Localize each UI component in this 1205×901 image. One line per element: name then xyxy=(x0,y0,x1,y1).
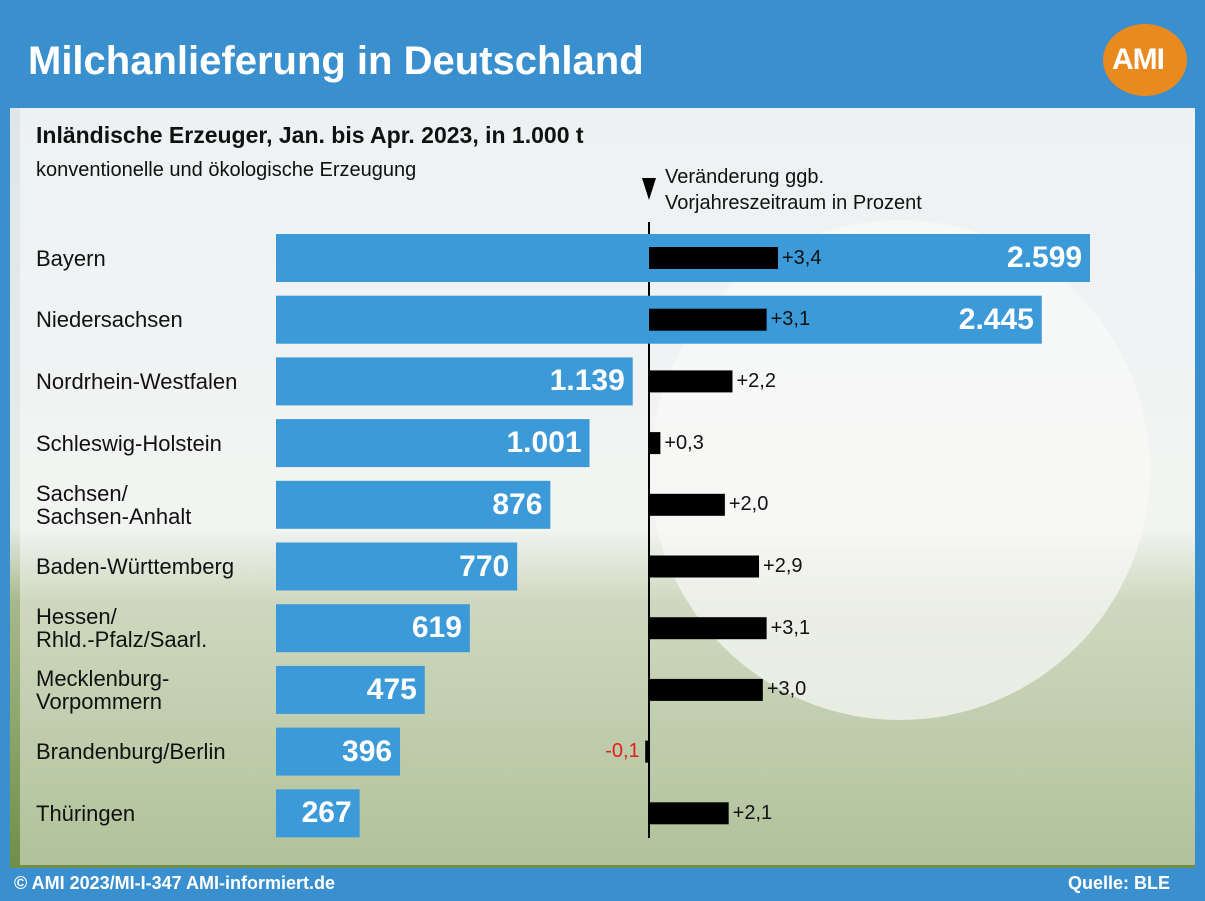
value-label: 1.001 xyxy=(507,427,582,459)
change-label: +3,1 xyxy=(771,618,810,639)
category-label: Schleswig-Holstein xyxy=(36,432,222,455)
value-label: 876 xyxy=(492,489,542,521)
change-label: -0,1 xyxy=(605,741,639,762)
category-label: Mecklenburg- Vorpommern xyxy=(36,667,169,713)
infographic: Milchanlieferung in Deutschland AMI Inländ… xyxy=(0,0,1205,901)
value-label: 267 xyxy=(302,797,352,829)
category-label: Nordrhein-Westfalen xyxy=(36,370,237,393)
change-label: +3,4 xyxy=(782,248,821,269)
category-label: Thüringen xyxy=(36,802,135,825)
change-bar xyxy=(649,679,763,701)
change-label: +0,3 xyxy=(664,433,703,454)
footer: © AMI 2023/MI-I-347 AMI-informiert.de xyxy=(14,874,335,893)
change-bar xyxy=(649,370,732,392)
value-label: 1.139 xyxy=(550,365,625,397)
change-label: Veränderung ggb. Vorjahreszeitraum in Pr… xyxy=(665,164,922,216)
category-label: Niedersachsen xyxy=(36,308,183,331)
category-label: Baden-Württemberg xyxy=(36,555,234,578)
value-label: 619 xyxy=(412,612,462,644)
change-bar xyxy=(649,802,729,824)
change-label: +3,1 xyxy=(771,309,810,330)
change-bar xyxy=(649,247,778,269)
value-label: 770 xyxy=(459,551,509,583)
change-label: +2,2 xyxy=(736,371,775,392)
source: Quelle: BLE xyxy=(1068,874,1170,893)
category-label: Brandenburg/Berlin xyxy=(36,740,226,763)
change-bar xyxy=(649,617,767,639)
value-label: 2.599 xyxy=(1007,242,1082,274)
category-label: Hessen/ Rhld.-Pfalz/Saarl. xyxy=(36,605,207,651)
chart-title: Milchanlieferung in Deutschland xyxy=(28,40,644,82)
value-label: 396 xyxy=(342,736,392,768)
change-label: +3,0 xyxy=(767,679,806,700)
category-label: Bayern xyxy=(36,247,106,270)
change-bar xyxy=(649,309,767,331)
change-label: +2,1 xyxy=(733,803,772,824)
change-label: +2,0 xyxy=(729,494,768,515)
value-label: 475 xyxy=(367,674,417,706)
change-label: +2,9 xyxy=(763,556,802,577)
change-bar xyxy=(649,556,759,578)
value-label: 2.445 xyxy=(959,304,1034,336)
change-bar xyxy=(645,741,649,763)
change-bar xyxy=(649,432,660,454)
logo: AMI xyxy=(1112,44,1164,76)
subtitle: Inländische Erzeuger, Jan. bis Apr. 2023… xyxy=(36,123,584,147)
change-bar xyxy=(649,494,725,516)
note: konventionelle und ökologische Erzeugung xyxy=(36,160,416,181)
category-label: Sachsen/ Sachsen-Anhalt xyxy=(36,482,191,528)
